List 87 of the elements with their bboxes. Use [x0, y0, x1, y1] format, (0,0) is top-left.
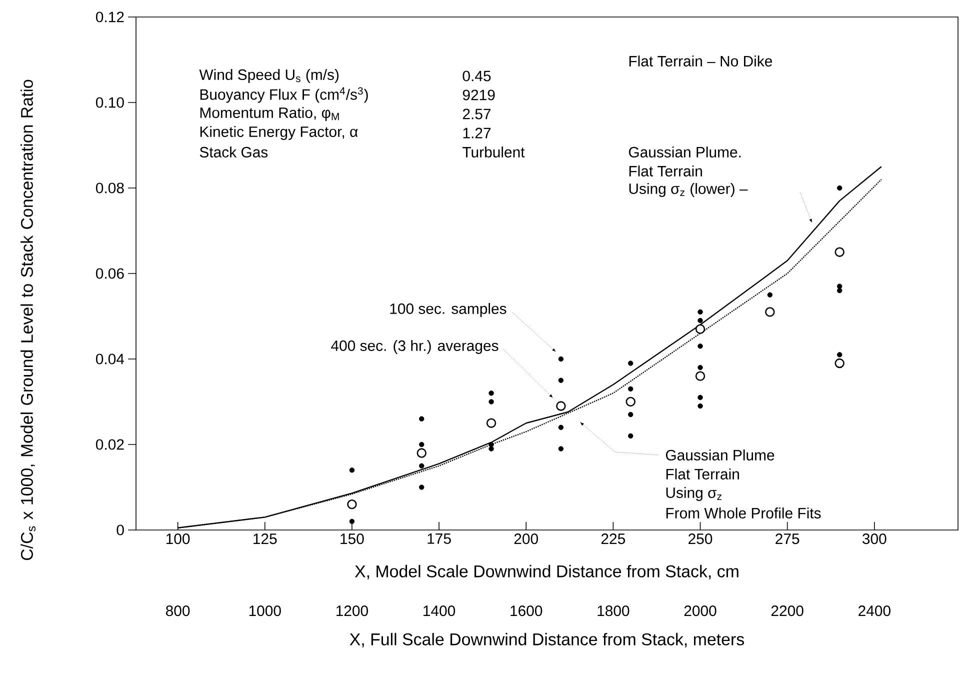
point: [558, 424, 564, 430]
point: [698, 403, 703, 409]
point: [836, 284, 842, 289]
annotation: 0.45: [462, 70, 491, 82]
point: [836, 352, 842, 358]
annotation: Buoyancy Flux F (cm$^{4}$/s$^{3}$): [200, 87, 368, 103]
x2-axis-title: X, Full Scale Downwind Distance from Stack, meters: [350, 632, 744, 648]
y-tick-label: 0.08: [96, 182, 124, 194]
y-tick-label: 0: [116, 524, 124, 536]
point: [628, 360, 634, 366]
point: [419, 484, 424, 490]
x-tick-label: 175: [428, 534, 451, 544]
point: [836, 288, 842, 294]
point: [349, 468, 355, 473]
point: [558, 446, 564, 452]
x2-tick-label: 1000: [249, 606, 281, 616]
x2-tick-label: 2000: [684, 606, 716, 616]
x-tick-label: 125: [254, 534, 277, 544]
x2-tick-label: 2200: [771, 606, 804, 616]
point: [767, 292, 773, 298]
annotation: Kinetic Energy Factor, α: [200, 126, 358, 140]
point: [765, 307, 775, 317]
x2-tick-label: 1600: [510, 606, 542, 616]
point: [695, 371, 706, 381]
text: 100 sec. samples: [390, 303, 506, 317]
point: [488, 446, 494, 452]
annotation: Flat Terrain: [629, 166, 702, 176]
annotation: Gaussian Plume.: [628, 146, 741, 158]
annotation: Flat Terrain: [666, 468, 739, 480]
point: [698, 344, 703, 349]
point: [347, 499, 357, 510]
annotation: Using σ$_{z}$ (lower) –: [629, 183, 748, 197]
y-tick-label: 0.02: [96, 439, 124, 450]
x2-tick-label: 1400: [424, 606, 456, 616]
point: [834, 358, 844, 368]
point: [698, 309, 703, 315]
x-tick-label: 225: [601, 534, 626, 544]
point: [556, 401, 566, 411]
x-tick-label: 250: [688, 534, 712, 544]
x-tick-label: 200: [514, 534, 538, 544]
point: [488, 390, 494, 396]
point: [695, 324, 706, 334]
point: [486, 418, 496, 428]
x-tick-label: 150: [340, 534, 364, 544]
point: [698, 318, 703, 324]
x2-tick-label: 800: [166, 606, 190, 616]
x2-tick-label: 1800: [598, 606, 630, 616]
point: [558, 356, 564, 362]
annotation: 2.57: [462, 108, 491, 120]
point: [698, 394, 703, 400]
point: [698, 364, 703, 370]
x-tick-label: 300: [862, 534, 886, 544]
annotation: Gaussian Plume: [666, 450, 774, 460]
y-axis-title: C/C$_{s}$ x 1000, Model Ground Level to Stack Concentration Ratio: [20, 80, 36, 560]
point: [834, 247, 844, 257]
annotation: Using σ$_{z}$: [666, 487, 722, 501]
annotation: Wind Speed U$_{s}$ (m/s): [199, 69, 339, 83]
annotation: 1.27: [463, 128, 491, 138]
y-tick-label: 0.10: [96, 97, 124, 108]
x2-tick-label: 1200: [336, 606, 368, 616]
point: [628, 386, 634, 392]
point: [349, 518, 355, 524]
x-tick-label: 100: [166, 534, 190, 544]
y-tick-label: 0.12: [96, 12, 124, 22]
annotation: 9219: [462, 90, 495, 100]
annotation: From Whole Profile Fits: [666, 508, 821, 518]
annotation: Turbulent: [462, 146, 525, 158]
y-tick-label: 0.04: [96, 354, 124, 364]
x-tick-label: 275: [776, 534, 800, 544]
point: [626, 396, 636, 407]
point: [419, 463, 424, 468]
x2-tick-label: 2400: [858, 606, 890, 616]
annotation: Flat Terrain – No Dike: [629, 56, 772, 66]
point: [488, 399, 494, 404]
point: [558, 378, 564, 383]
point: [419, 442, 424, 448]
annotation: Momentum Ratio, φ$_{M}$: [200, 107, 339, 121]
x-axis-title: X, Model Scale Downwind Distance from Stack, cm: [354, 564, 738, 580]
point: [628, 412, 634, 418]
point: [416, 448, 426, 458]
text: 400 sec. (3 hr.) averages: [331, 340, 498, 354]
point: [836, 185, 842, 191]
annotation: Stack Gas: [200, 146, 268, 158]
point: [628, 433, 634, 439]
y-tick-label: 0.06: [96, 268, 124, 279]
point: [419, 416, 424, 422]
point: [488, 442, 494, 448]
